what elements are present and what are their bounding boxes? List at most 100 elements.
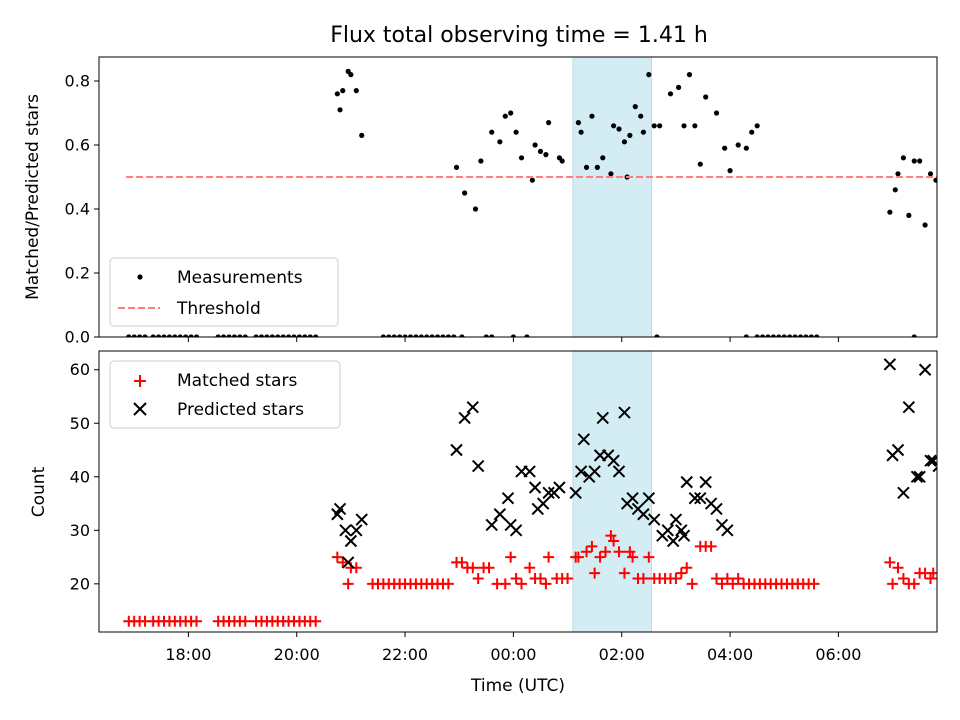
matched-point bbox=[686, 578, 698, 590]
highlight-span bbox=[572, 351, 653, 632]
measurement-point bbox=[188, 334, 194, 337]
predicted-point bbox=[721, 524, 734, 537]
count-y-axis-label: Count bbox=[29, 466, 49, 517]
x-tick-label: 06:00 bbox=[815, 645, 861, 664]
measurement-point bbox=[583, 164, 590, 170]
matched-point bbox=[510, 572, 522, 584]
measurement-point bbox=[743, 145, 749, 151]
x-axis-label: Time (UTC) bbox=[470, 676, 565, 696]
measurement-point bbox=[269, 334, 275, 337]
predicted-point bbox=[897, 486, 910, 500]
predicted-point bbox=[528, 481, 542, 494]
predicted-point bbox=[450, 443, 463, 457]
measurement-point bbox=[686, 72, 693, 78]
predicted-point bbox=[902, 400, 916, 414]
matched-point bbox=[581, 546, 593, 558]
matched-point bbox=[310, 615, 322, 627]
measurement-point bbox=[453, 164, 460, 170]
measurement-point bbox=[391, 334, 397, 337]
measurement-point bbox=[906, 212, 912, 218]
x-tick-label: 22:00 bbox=[382, 645, 428, 664]
count-plot-area bbox=[123, 351, 950, 632]
measurement-point bbox=[462, 190, 468, 196]
measurement-point bbox=[418, 334, 424, 337]
measurement-point bbox=[226, 334, 232, 337]
predicted-point bbox=[669, 513, 683, 526]
measurement-point bbox=[407, 334, 414, 337]
measurement-point bbox=[621, 139, 628, 145]
y-tick-label: 60 bbox=[70, 360, 90, 379]
count-legend: Matched stars Predicted stars bbox=[109, 360, 341, 429]
matched-point bbox=[908, 578, 920, 590]
measurement-point bbox=[632, 104, 638, 110]
measurement-point bbox=[502, 113, 508, 119]
predicted-point bbox=[569, 486, 582, 500]
measurement-point bbox=[608, 171, 614, 177]
measurement-point bbox=[911, 158, 917, 164]
predicted-point bbox=[913, 470, 926, 483]
matched-point bbox=[516, 578, 528, 590]
measurement-point bbox=[429, 334, 435, 337]
measurement-point bbox=[543, 152, 549, 158]
predicted-point bbox=[883, 358, 897, 371]
predicted-point bbox=[466, 400, 479, 414]
predicted-point bbox=[694, 491, 707, 505]
matched-point bbox=[534, 572, 546, 584]
measurement-point bbox=[440, 334, 446, 337]
matched-point bbox=[499, 578, 511, 590]
ratio-plot-area bbox=[126, 57, 937, 337]
measurement-point bbox=[497, 139, 503, 145]
predicted-point bbox=[939, 514, 950, 525]
measurement-point bbox=[172, 334, 178, 337]
ratio-x-ticks bbox=[187, 337, 839, 342]
predicted-point bbox=[680, 475, 693, 489]
measurement-point bbox=[413, 334, 419, 337]
measurement-point bbox=[510, 334, 516, 337]
count-legend-box bbox=[109, 360, 341, 429]
measurement-point bbox=[770, 334, 777, 337]
measurements-legend-label: Measurements bbox=[177, 268, 303, 288]
measurement-point bbox=[337, 107, 343, 113]
matched-point bbox=[705, 540, 717, 552]
measurement-point bbox=[611, 123, 617, 129]
measurement-point bbox=[215, 334, 221, 337]
measurement-point bbox=[518, 155, 525, 161]
measurement-point bbox=[594, 164, 600, 170]
x-tick-label: 04:00 bbox=[707, 645, 753, 664]
matched-point bbox=[342, 578, 354, 590]
predicted-point bbox=[509, 524, 523, 537]
predicted-point bbox=[661, 524, 674, 537]
predicted-point bbox=[924, 454, 937, 467]
measurement-point bbox=[589, 113, 595, 119]
y-tick-label: 40 bbox=[70, 467, 90, 486]
x-tick-label: 00:00 bbox=[490, 645, 536, 664]
matched-point bbox=[239, 615, 251, 627]
measurement-point bbox=[177, 334, 183, 337]
matched-point bbox=[727, 578, 739, 590]
matched-point bbox=[732, 572, 744, 584]
matched-point bbox=[618, 567, 630, 579]
matched-point bbox=[472, 572, 484, 584]
matched-point bbox=[572, 551, 584, 563]
measurement-point bbox=[242, 334, 248, 337]
measurement-point bbox=[575, 120, 581, 126]
measurement-point bbox=[424, 334, 430, 337]
matched-point bbox=[599, 546, 611, 558]
matched-point bbox=[808, 578, 820, 590]
predicted-point bbox=[350, 524, 363, 537]
measurement-point bbox=[459, 334, 465, 337]
ratio-y-axis-label: Matched/Predicted stars bbox=[23, 94, 43, 300]
measurement-point bbox=[814, 334, 820, 337]
measurement-point bbox=[302, 334, 308, 337]
measurement-point bbox=[231, 334, 238, 337]
predicted-point bbox=[596, 411, 609, 425]
y-tick-label: 0.8 bbox=[65, 72, 90, 91]
measurement-point bbox=[353, 88, 359, 94]
matched-point bbox=[884, 556, 896, 568]
measurement-point bbox=[183, 334, 189, 337]
measurement-point bbox=[275, 334, 281, 337]
measurement-point bbox=[667, 91, 674, 97]
measurement-point bbox=[137, 334, 143, 337]
predicted-point bbox=[471, 459, 485, 473]
